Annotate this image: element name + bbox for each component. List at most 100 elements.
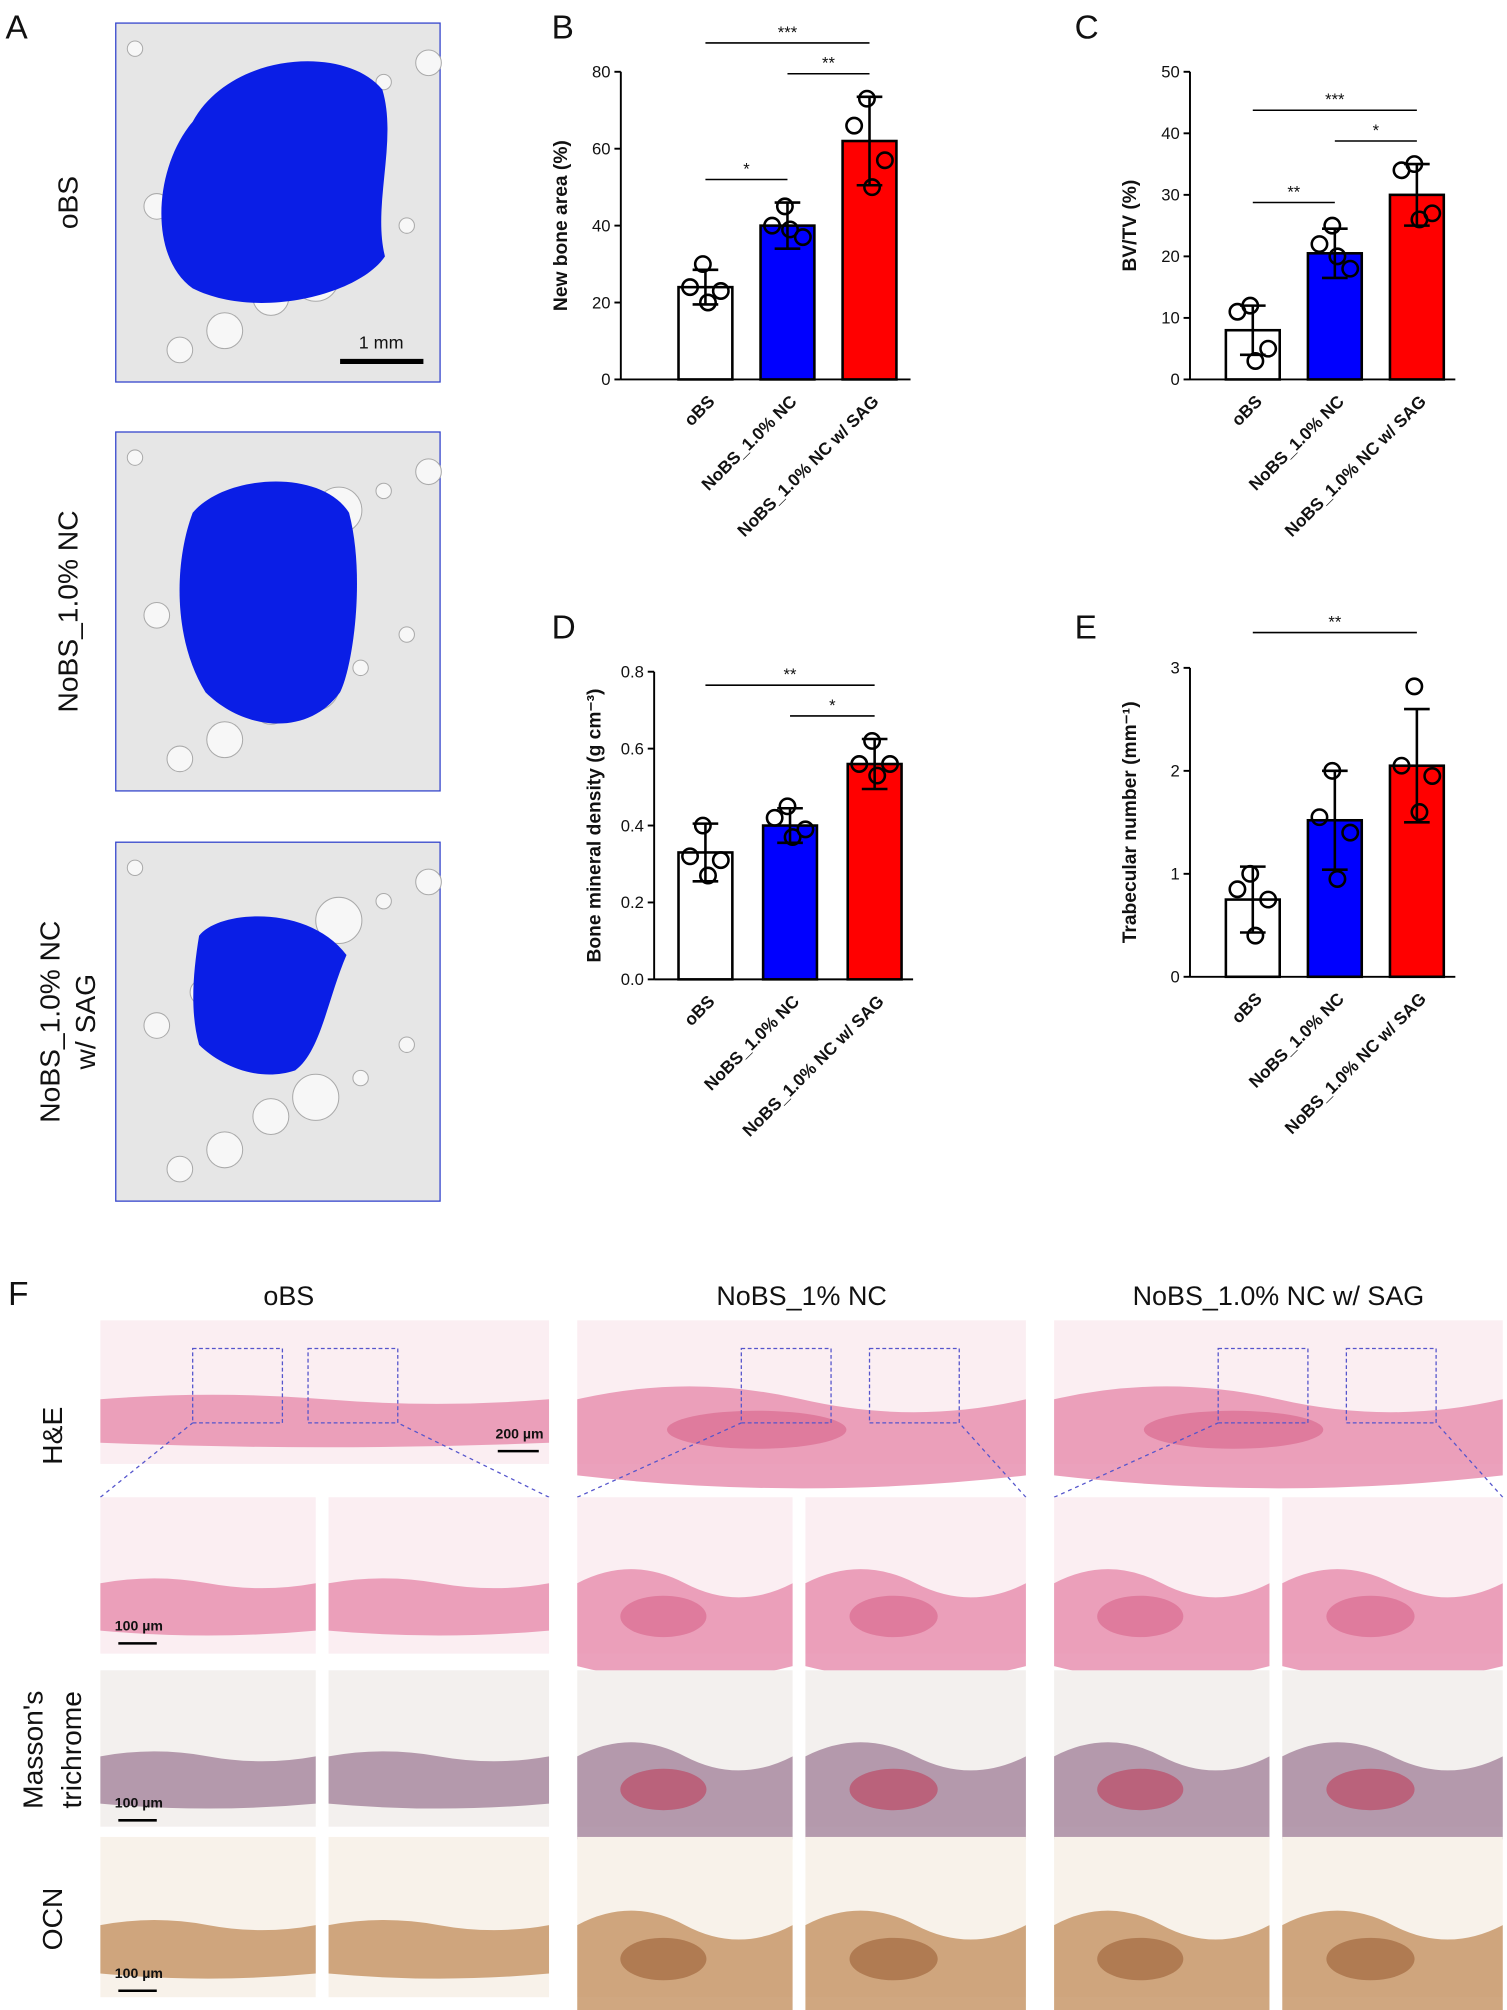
bone-texture [206,312,244,350]
row-label: Masson's [17,1691,49,1809]
data-point [863,731,882,750]
zoom-box [1345,1347,1437,1424]
zoom-guide [397,1422,550,1498]
significance-label: * [829,696,836,715]
tissue [805,1910,1026,2010]
data-point [775,197,794,216]
bone-texture [375,73,392,91]
y-tick-label: 1 [1170,865,1179,884]
tissue-detail [1097,1595,1184,1638]
tissue [328,1751,550,1809]
bone-texture [252,1098,290,1135]
y-axis-label: New bone area (%) [551,140,572,311]
tissue [1282,1742,1503,1854]
zoom-guide [958,1422,1027,1498]
bar [759,224,816,381]
column-title: NoBS_1.0% NC w/ SAG [1133,1281,1425,1311]
scale-bar-label: 100 µm [115,1618,163,1634]
y-tick-label: 0 [601,370,610,389]
tissue [1282,1569,1503,1681]
bone-texture [415,49,442,77]
bone-texture [126,859,144,877]
data-point [1328,247,1347,266]
data-point [1259,339,1278,358]
x-tick-label: oBS [1227,989,1266,1028]
tissue-detail [849,1768,938,1811]
y-tick-label: 0.0 [621,970,644,989]
significance-label: * [1373,121,1380,140]
y-tick-label: 0.4 [621,816,644,835]
scale-bar-label: 200 µm [496,1425,544,1441]
data-point [681,278,700,297]
data-point [1341,259,1360,278]
data-point [765,808,784,827]
zoom-box [740,1347,832,1424]
tissue [100,1751,316,1809]
bone-texture [166,745,194,773]
zoom-box [868,1347,960,1424]
column-title: oBS [263,1281,314,1311]
data-point [781,220,800,239]
y-axis-label: Bone mineral density (g cm⁻³) [584,689,605,963]
x-tick-label: oBS [1227,391,1266,430]
data-point [1310,235,1329,254]
y-tick-label: 30 [1161,186,1180,205]
y-tick-label: 0.2 [621,893,644,912]
data-point [863,178,882,197]
tissue [577,1910,793,2010]
data-point [868,766,887,785]
data-point [796,820,815,839]
row-label: NoBS_1.0% NC [33,921,65,1123]
data-point [1246,926,1265,945]
scale-bar-label: 100 µm [115,1965,163,1981]
tissue [1054,1742,1270,1854]
tissue-detail [666,1410,847,1449]
tissue-detail [849,1595,938,1638]
data-point [699,866,717,885]
scale-bar-label: 1 mm [359,333,404,353]
row-label: trichrome [55,1691,87,1808]
zoom-box [307,1347,399,1424]
y-axis-label: BV/TV (%) [1120,180,1141,272]
bone-texture [375,482,392,500]
tissue [577,1742,793,1854]
significance-label: *** [1325,90,1345,109]
row-label: oBS [51,176,83,229]
bone-texture [292,1073,340,1121]
zoom-guide [1435,1422,1504,1498]
y-tick-label: 0 [1170,968,1179,987]
data-point [1259,890,1278,909]
y-tick-label: 40 [592,216,611,235]
tissue-detail [849,1937,938,1981]
tissue-detail [1097,1768,1184,1811]
bone-texture [143,1012,171,1039]
data-point [1405,677,1424,696]
data-point [693,255,712,274]
bar [761,824,819,981]
bone-texture [398,217,415,234]
data-point [1423,767,1442,785]
data-point [1328,869,1347,888]
data-point [1241,864,1260,883]
row-label: w/ SAG [69,974,101,1071]
bone-texture [398,1036,415,1053]
data-point [857,89,876,108]
data-point [681,847,700,866]
y-tick-label: 60 [592,139,611,158]
data-point [1323,761,1342,780]
y-tick-label: 2 [1170,762,1179,781]
x-tick-label: NoBS_1.0% NC w/ SAG [738,991,887,1140]
data-point [711,851,730,870]
panel-label: D [552,609,576,646]
bone-texture [415,868,442,896]
bone-texture [206,1131,244,1169]
x-tick-label: NoBS_1.0% NC w/ SAG [733,391,882,540]
data-point [1392,756,1411,775]
tissue [1054,1569,1270,1681]
row-label: NoBS_1.0% NC [51,510,83,712]
y-tick-label: 40 [1161,124,1180,143]
bone-texture [352,1069,369,1087]
data-point [875,151,894,170]
